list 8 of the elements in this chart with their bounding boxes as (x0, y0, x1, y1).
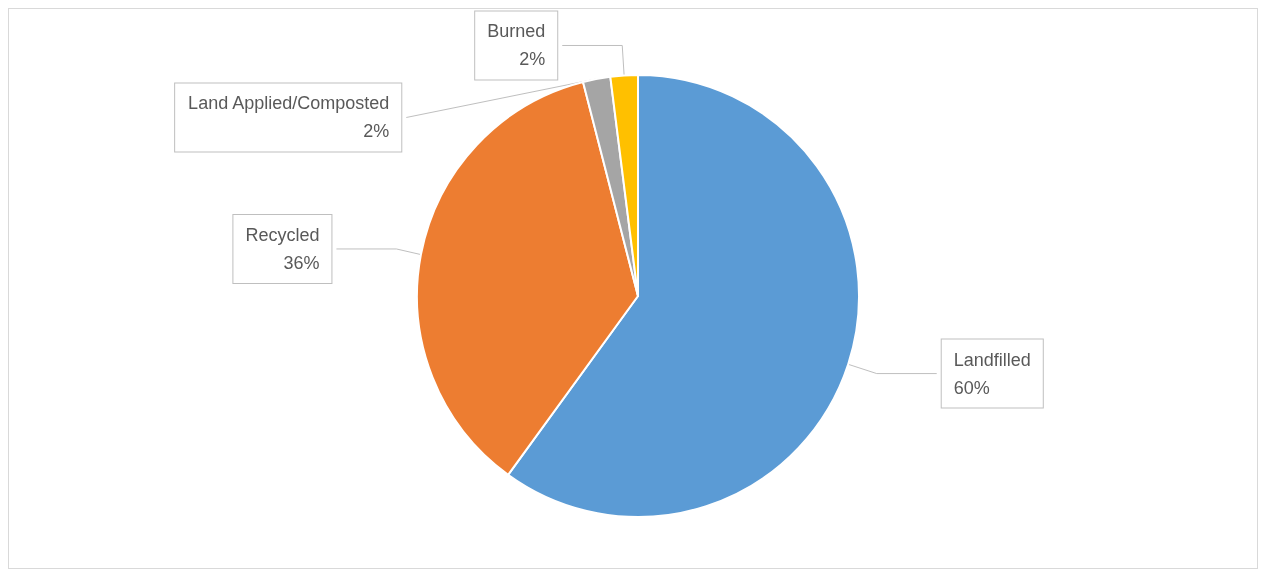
data-label: 36% (283, 252, 320, 273)
data-label: 2% (519, 49, 546, 70)
slice-label: Burned (487, 21, 546, 42)
data-label: 60% (953, 377, 990, 398)
slice-label: Landfilled (953, 349, 1031, 370)
slice-label: Land Applied/Composted (188, 93, 390, 114)
slice-label: Recycled (245, 224, 320, 245)
data-label: 2% (363, 121, 390, 142)
